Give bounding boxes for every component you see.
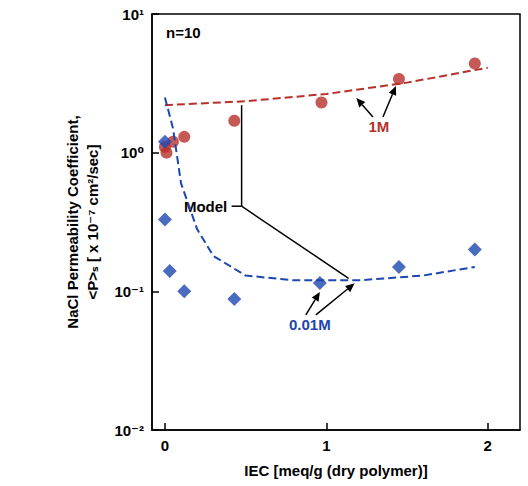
svg-text:<P>ₛ [ x 10⁻⁷ cm²/sec]: <P>ₛ [ x 10⁻⁷ cm²/sec] — [84, 145, 101, 300]
svg-text:IEC [meq/g (dry polymer)]: IEC [meq/g (dry polymer)] — [244, 462, 427, 479]
svg-text:0: 0 — [161, 437, 169, 454]
svg-text:10¹: 10¹ — [122, 6, 144, 23]
svg-text:1: 1 — [322, 437, 330, 454]
svg-text:2: 2 — [484, 437, 492, 454]
svg-text:10⁻²: 10⁻² — [114, 422, 144, 439]
svg-text:n=10: n=10 — [166, 24, 201, 41]
svg-text:Model: Model — [184, 198, 227, 215]
svg-text:1M: 1M — [369, 118, 390, 135]
svg-text:10⁻¹: 10⁻¹ — [114, 283, 144, 300]
svg-text:NaCl Permeability Coefficient,: NaCl Permeability Coefficient, — [64, 115, 81, 328]
svg-text:10⁰: 10⁰ — [121, 144, 144, 161]
svg-text:0.01M: 0.01M — [289, 316, 331, 333]
